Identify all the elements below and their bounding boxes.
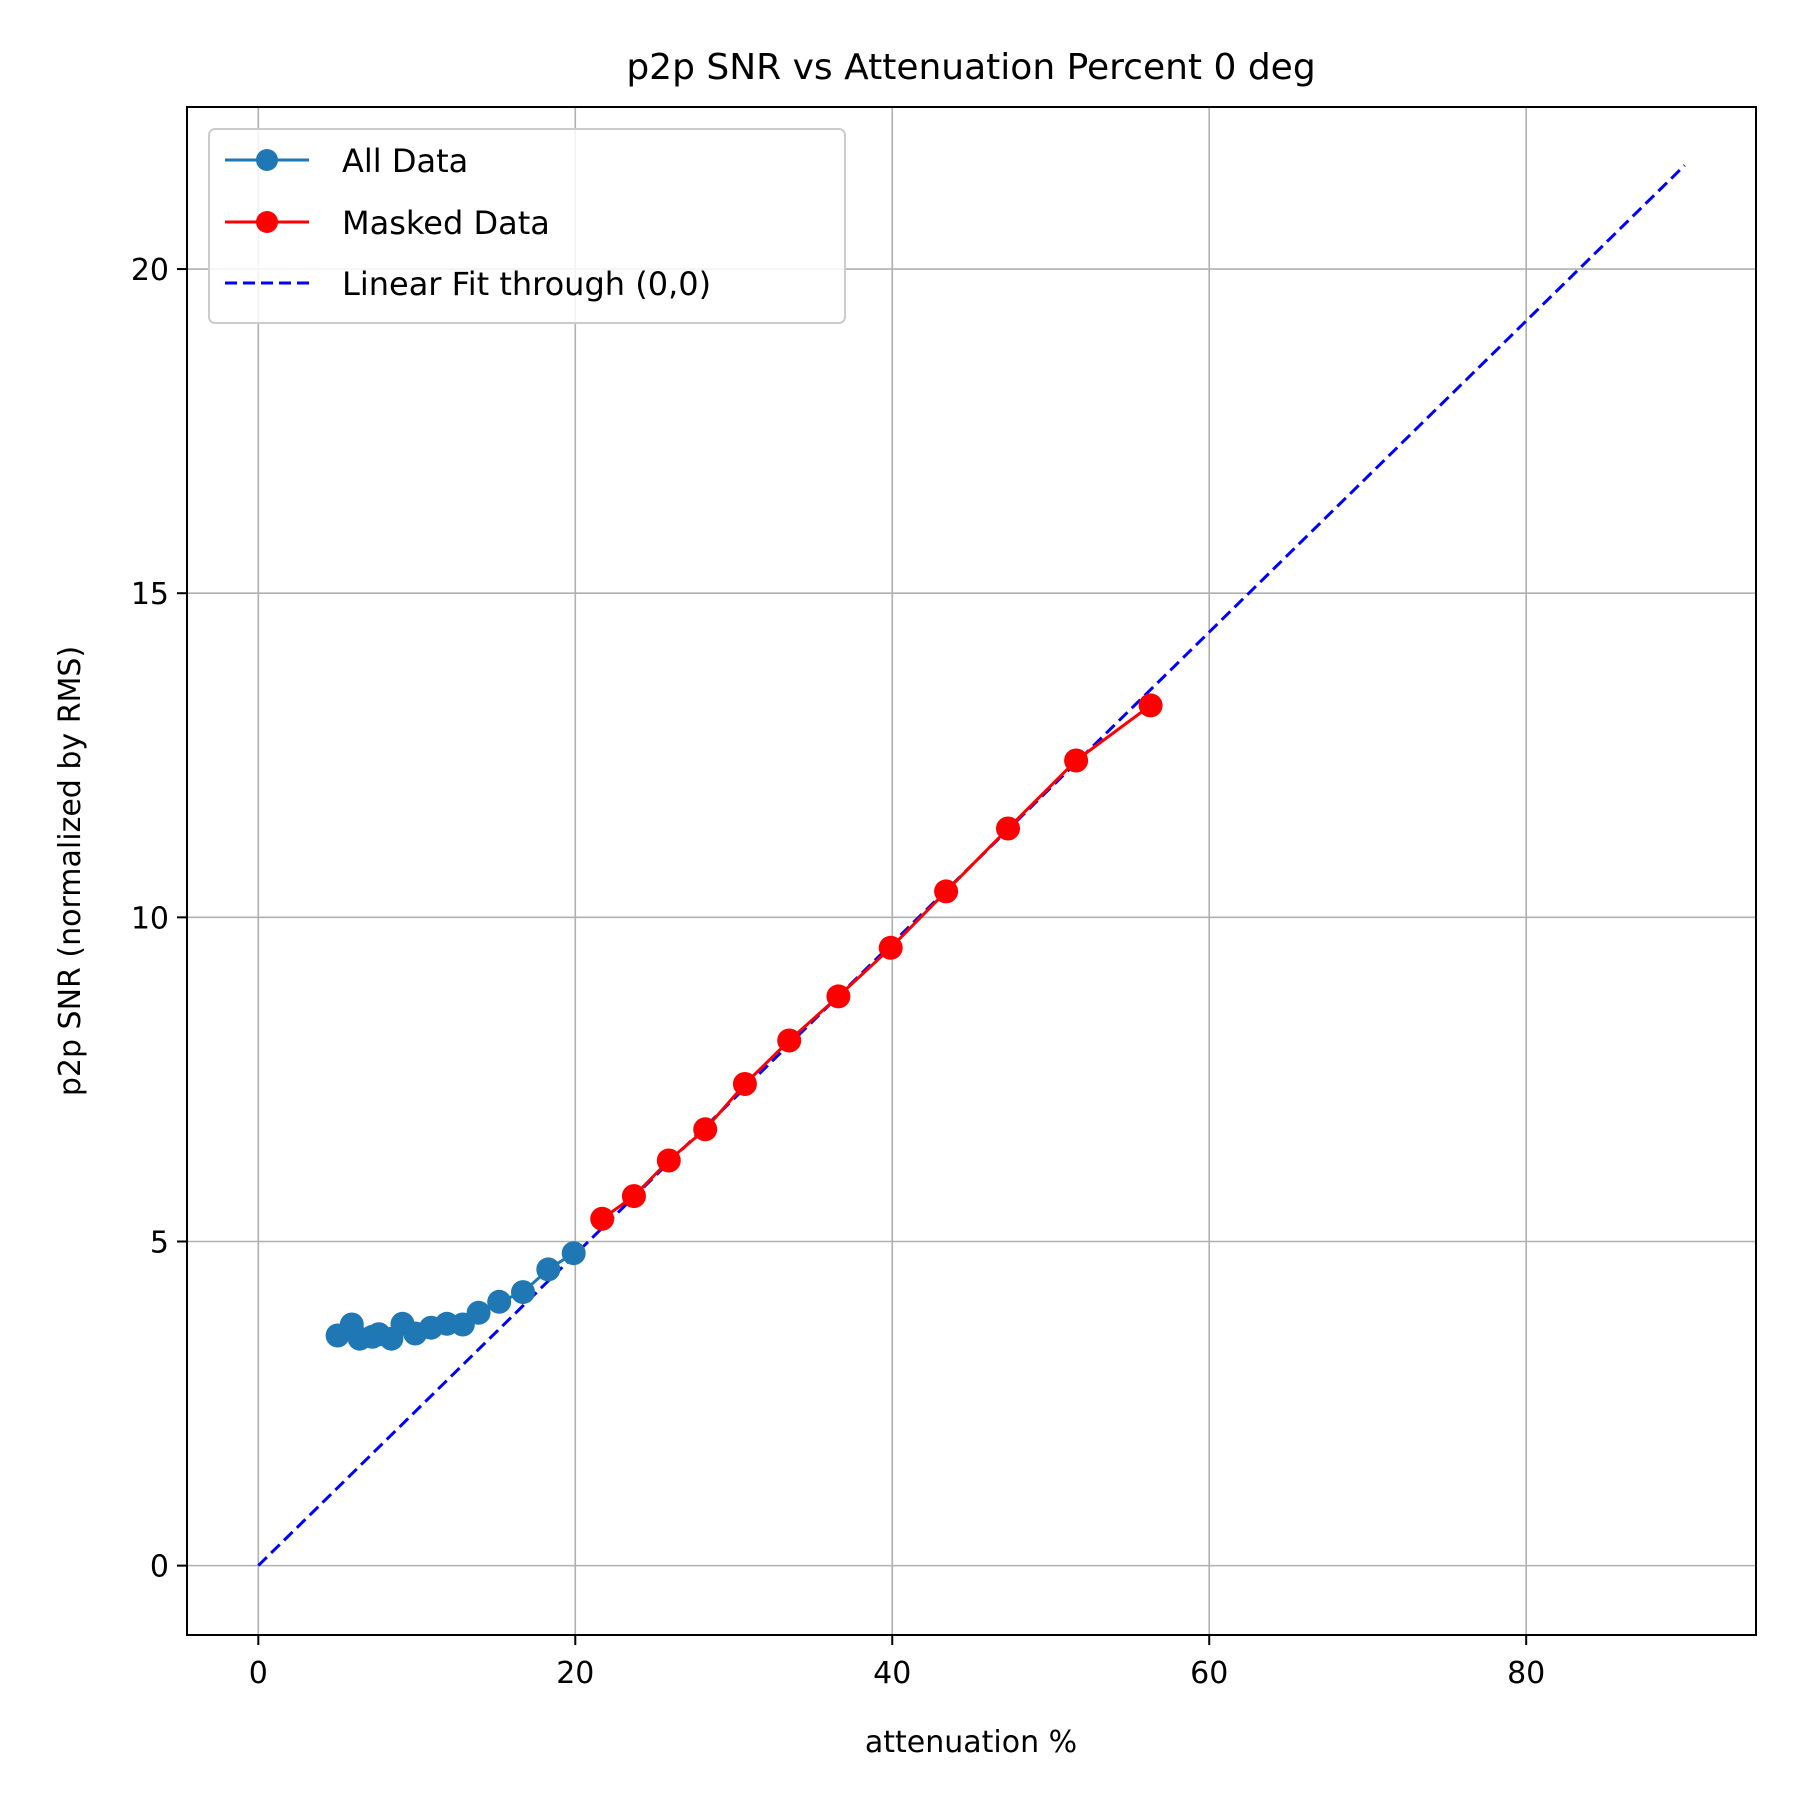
- legend-label-masked-data: Masked Data: [342, 204, 550, 242]
- y-tick-label: 10: [131, 901, 169, 936]
- legend-marker-all-data: [256, 149, 278, 171]
- data-point-all-data: [466, 1300, 491, 1325]
- chart-title: p2p SNR vs Attenuation Percent 0 deg: [626, 47, 1315, 88]
- axes-frame: [186, 106, 1757, 1636]
- y-axis-label: p2p SNR (normalized by RMS): [53, 646, 88, 1096]
- data-point-masked-data: [777, 1028, 802, 1053]
- x-axis-label: attenuation %: [865, 1725, 1077, 1760]
- data-point-all-data: [536, 1257, 561, 1282]
- data-point-masked-data: [878, 935, 903, 960]
- x-tick-label: 40: [873, 1656, 911, 1691]
- x-tick-label: 80: [1507, 1656, 1545, 1691]
- y-tick-label: 0: [150, 1550, 169, 1585]
- data-point-masked-data: [826, 984, 851, 1009]
- axis-ticks: 0 20 40 60 80 0 5 10 15 20: [131, 253, 1545, 1691]
- x-tick-label: 20: [556, 1656, 594, 1691]
- legend-label-all-data: All Data: [342, 142, 468, 180]
- data-point-masked-data: [1138, 693, 1163, 718]
- data-point-masked-data: [656, 1148, 681, 1173]
- data-point-masked-data: [1064, 748, 1089, 773]
- y-tick-label: 5: [150, 1225, 169, 1260]
- legend-marker-masked-data: [256, 211, 278, 233]
- legend-box: [208, 128, 846, 324]
- x-tick-label: 60: [1190, 1656, 1228, 1691]
- data-point-masked-data: [693, 1117, 718, 1142]
- legend-label-linear-fit: Linear Fit through (0,0): [342, 265, 711, 303]
- legend: All Data Masked Data Linear Fit through …: [208, 128, 846, 324]
- data-point-masked-data: [934, 879, 959, 904]
- series-layer: [257, 164, 1686, 1567]
- data-point-masked-data: [996, 816, 1020, 841]
- data-point-all-data: [511, 1280, 535, 1305]
- data-point-all-data: [487, 1289, 512, 1314]
- data-point-masked-data: [732, 1072, 757, 1096]
- data-point-all-data: [561, 1241, 586, 1266]
- x-tick-label: 0: [249, 1656, 268, 1691]
- data-point-masked-data: [621, 1184, 646, 1209]
- data-point-masked-data: [590, 1206, 615, 1231]
- y-tick-label: 20: [131, 253, 169, 288]
- y-tick-label: 15: [131, 577, 169, 612]
- grid-lines: [187, 107, 1756, 1635]
